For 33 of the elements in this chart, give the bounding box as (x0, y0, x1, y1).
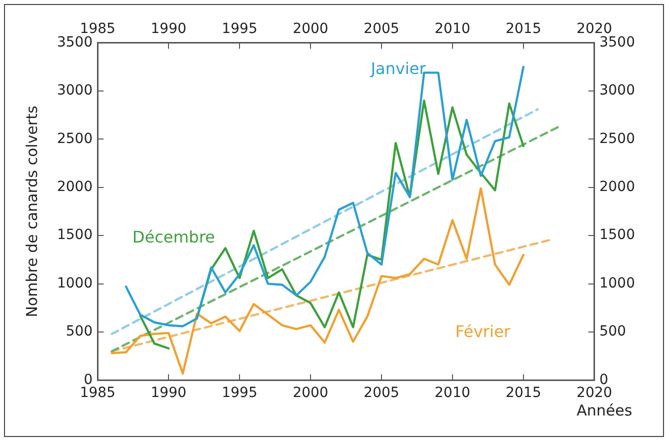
y2-tick-label: 0 (599, 372, 608, 388)
x-tick-label: 1985 (80, 385, 116, 402)
series-label: Janvier (370, 58, 426, 78)
y2-tick-label: 2000 (599, 179, 636, 196)
x2-tick-label: 2010 (434, 21, 470, 38)
x-tick-label: 2000 (292, 385, 328, 402)
x2-tick-label: 2015 (506, 21, 542, 38)
y-tick-label: 0 (84, 372, 93, 388)
x-axis-title: Années (576, 402, 632, 420)
x2-tick-label: 2005 (364, 21, 400, 38)
y-tick-label: 1500 (56, 227, 93, 244)
x-tick-label: 2005 (364, 385, 400, 402)
y2-tick-label: 500 (599, 324, 626, 340)
series-label: Décembre (132, 228, 216, 247)
x-tick-label: 2015 (506, 385, 542, 402)
y2-tick-label: 2500 (599, 130, 636, 147)
x-tick-label: 2010 (434, 385, 470, 402)
x2-tick-label: 1990 (150, 21, 186, 38)
x-tick-label: 2020 (576, 385, 612, 402)
x-tick-label: 1990 (150, 385, 186, 402)
x2-tick-label: 2000 (292, 21, 328, 38)
x-tick-label: 1995 (222, 385, 258, 402)
y-axis-title: Nombre de canards colverts (22, 106, 41, 318)
y2-tick-label: 3000 (599, 82, 636, 99)
text: Février (455, 322, 511, 342)
y-tick-label: 3000 (56, 82, 93, 99)
y-tick-label: 2000 (56, 179, 93, 196)
y2-tick-label: 1000 (599, 275, 636, 292)
x2-tick-label: 1995 (222, 21, 258, 38)
y-tick-label: 1000 (56, 275, 93, 292)
y-tick-label: 2500 (56, 130, 93, 147)
y2-tick-label: 1500 (599, 227, 636, 244)
y-tick-label: 500 (66, 324, 93, 340)
